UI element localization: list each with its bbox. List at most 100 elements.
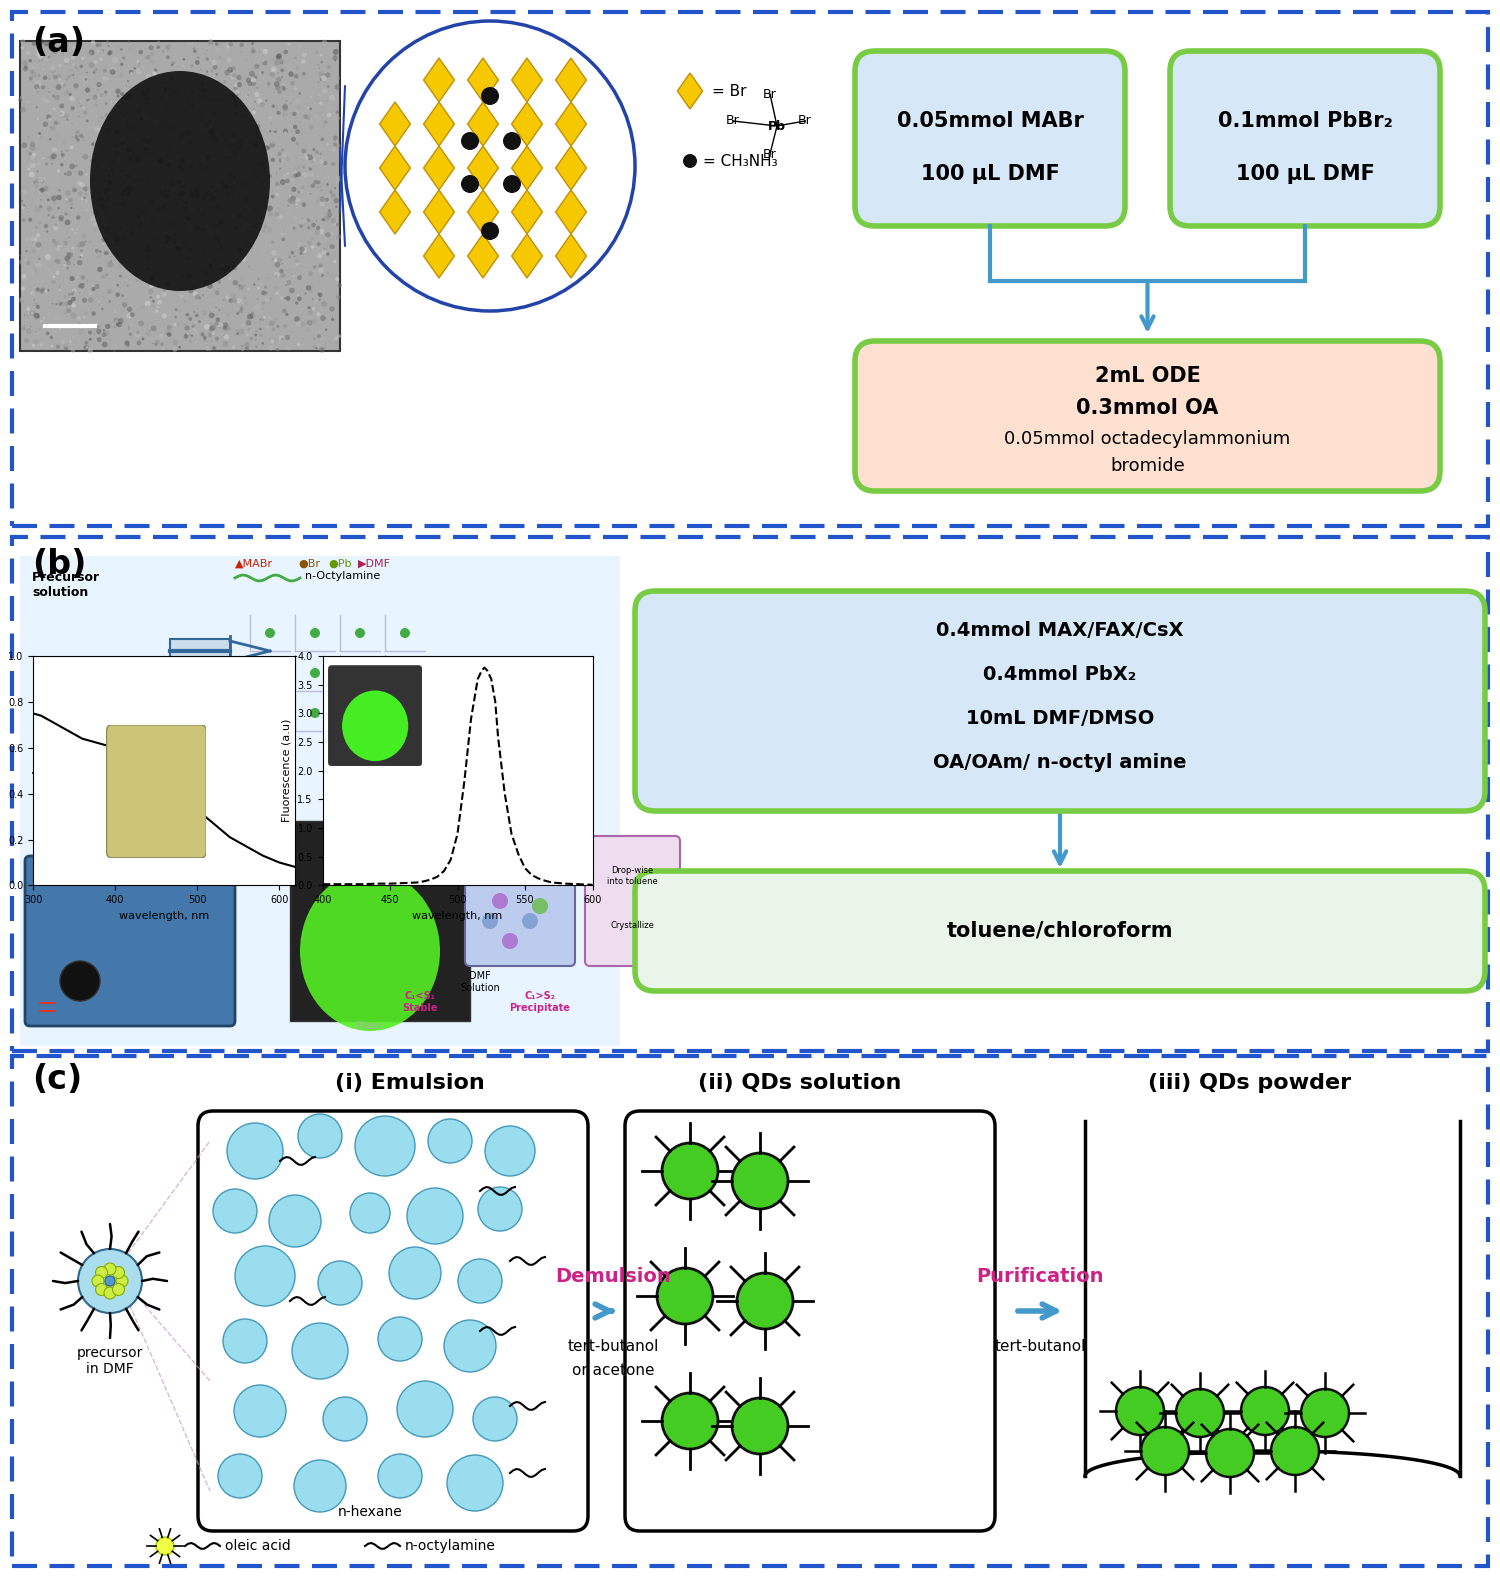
Polygon shape xyxy=(468,58,498,103)
Circle shape xyxy=(225,190,231,196)
Circle shape xyxy=(54,223,58,228)
Circle shape xyxy=(260,318,261,321)
Circle shape xyxy=(270,194,274,198)
Circle shape xyxy=(92,285,93,286)
Circle shape xyxy=(312,149,315,152)
Circle shape xyxy=(178,286,180,288)
Circle shape xyxy=(282,153,286,157)
Circle shape xyxy=(226,44,230,47)
Circle shape xyxy=(158,183,160,187)
Circle shape xyxy=(302,247,307,253)
Circle shape xyxy=(209,326,214,332)
Circle shape xyxy=(288,210,292,215)
Circle shape xyxy=(33,299,34,300)
Circle shape xyxy=(460,175,478,193)
Circle shape xyxy=(96,149,102,153)
Circle shape xyxy=(126,343,130,348)
Circle shape xyxy=(118,73,123,77)
Circle shape xyxy=(209,311,212,313)
Circle shape xyxy=(378,1455,422,1499)
Circle shape xyxy=(300,185,304,190)
Circle shape xyxy=(180,274,184,278)
Circle shape xyxy=(40,288,45,291)
Circle shape xyxy=(285,171,288,174)
Circle shape xyxy=(96,338,98,340)
Circle shape xyxy=(1116,1387,1164,1436)
Circle shape xyxy=(321,60,322,63)
Circle shape xyxy=(180,251,183,256)
Circle shape xyxy=(186,217,192,221)
Circle shape xyxy=(68,74,70,77)
Circle shape xyxy=(220,334,224,335)
Circle shape xyxy=(178,123,182,125)
Circle shape xyxy=(503,175,520,193)
FancyBboxPatch shape xyxy=(634,591,1485,811)
Circle shape xyxy=(68,239,72,242)
Circle shape xyxy=(732,1398,788,1455)
Circle shape xyxy=(222,323,228,327)
Circle shape xyxy=(148,190,150,191)
Circle shape xyxy=(230,202,234,207)
Circle shape xyxy=(60,228,62,229)
Circle shape xyxy=(302,52,307,57)
Circle shape xyxy=(51,196,57,201)
Circle shape xyxy=(102,332,106,337)
Circle shape xyxy=(21,142,27,149)
Polygon shape xyxy=(512,58,543,103)
Circle shape xyxy=(209,335,210,337)
Circle shape xyxy=(318,95,321,96)
Circle shape xyxy=(290,199,291,202)
Circle shape xyxy=(210,40,213,43)
Circle shape xyxy=(316,49,318,51)
Circle shape xyxy=(280,272,285,278)
Circle shape xyxy=(272,240,274,243)
Circle shape xyxy=(48,112,51,114)
Circle shape xyxy=(268,212,273,217)
Circle shape xyxy=(336,209,338,212)
Circle shape xyxy=(322,76,324,77)
Circle shape xyxy=(152,239,156,242)
Circle shape xyxy=(294,316,300,323)
Circle shape xyxy=(322,125,326,128)
Circle shape xyxy=(192,277,196,281)
Circle shape xyxy=(316,63,320,66)
Circle shape xyxy=(111,183,114,185)
Circle shape xyxy=(116,187,118,190)
Circle shape xyxy=(39,289,44,292)
Circle shape xyxy=(206,57,209,60)
Circle shape xyxy=(291,179,294,182)
Circle shape xyxy=(99,250,102,253)
Circle shape xyxy=(117,285,118,286)
Circle shape xyxy=(38,161,40,166)
Circle shape xyxy=(309,289,312,292)
Circle shape xyxy=(132,251,135,255)
Circle shape xyxy=(242,302,244,305)
FancyBboxPatch shape xyxy=(198,1111,588,1530)
Circle shape xyxy=(58,188,62,191)
Circle shape xyxy=(282,150,284,152)
Circle shape xyxy=(164,188,168,191)
Circle shape xyxy=(122,294,124,297)
Circle shape xyxy=(70,106,75,111)
Circle shape xyxy=(195,215,198,217)
Circle shape xyxy=(88,98,90,101)
Circle shape xyxy=(243,196,249,202)
Circle shape xyxy=(57,122,60,125)
Circle shape xyxy=(292,215,297,220)
Circle shape xyxy=(296,171,302,177)
Circle shape xyxy=(70,247,75,250)
Circle shape xyxy=(98,43,102,47)
Circle shape xyxy=(80,100,81,103)
Circle shape xyxy=(334,307,338,310)
Circle shape xyxy=(273,90,274,92)
Circle shape xyxy=(232,133,237,138)
Circle shape xyxy=(60,289,62,291)
Circle shape xyxy=(110,215,112,218)
Circle shape xyxy=(159,108,162,111)
Circle shape xyxy=(270,142,274,147)
Circle shape xyxy=(146,240,152,245)
Circle shape xyxy=(266,100,267,101)
Circle shape xyxy=(278,57,284,62)
Circle shape xyxy=(279,160,282,163)
Circle shape xyxy=(28,218,32,221)
